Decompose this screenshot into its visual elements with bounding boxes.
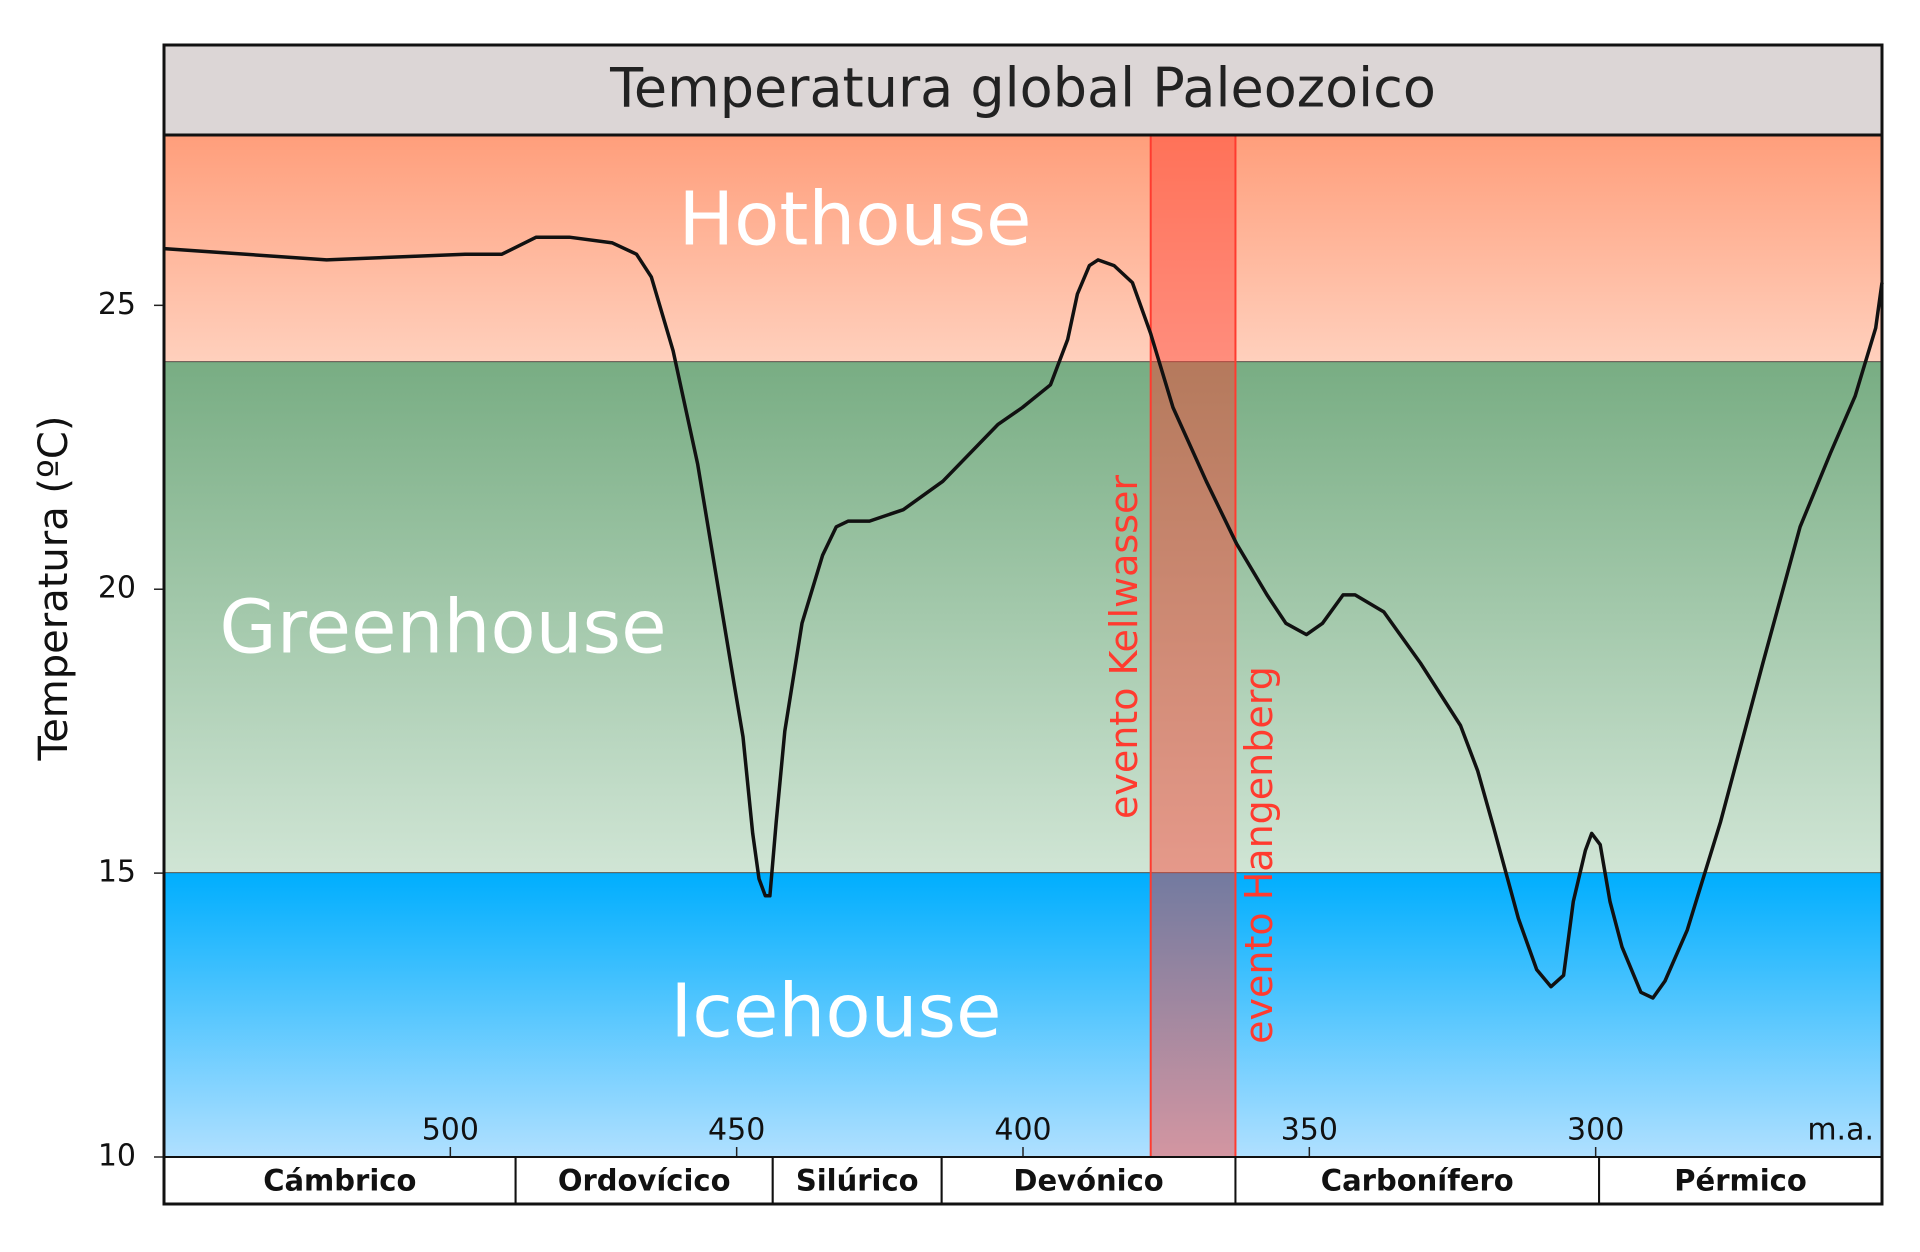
x-tick-label: 400 (994, 1113, 1051, 1148)
chart-title: Temperatura global Paleozoico (609, 57, 1436, 120)
period-label: Ordovícico (558, 1164, 731, 1198)
period-cell (514, 1156, 774, 1205)
band-label: Icehouse (670, 969, 1001, 1055)
climate-band (164, 873, 1882, 1157)
temperature-line (163, 235, 1884, 1000)
period-cell (1234, 1156, 1601, 1205)
x-tick-label: 300 (1567, 1113, 1624, 1148)
period-label: Devónico (1013, 1164, 1163, 1198)
x-tick-label: 500 (422, 1113, 479, 1148)
event-label: evento Kellwasser (1102, 475, 1146, 819)
event-band (1150, 135, 1236, 1157)
event-label: evento Hangenberg (1237, 666, 1281, 1044)
x-axis-label: m.a. (1807, 1113, 1874, 1148)
y-tick-label: 20 (98, 571, 136, 606)
period-label: Carbonífero (1321, 1164, 1514, 1198)
period-label: Cámbrico (263, 1164, 416, 1198)
y-axis-label: Temperatura (ºC) (31, 416, 77, 762)
band-label: Hothouse (678, 177, 1031, 263)
climate-band (164, 135, 1882, 363)
x-tick-label: 450 (708, 1113, 765, 1148)
period-label: Pérmico (1674, 1164, 1807, 1198)
period-cell (1598, 1156, 1883, 1205)
plot-frame (162, 43, 1884, 1206)
y-tick-label: 25 (98, 287, 136, 322)
period-cell (163, 1156, 517, 1205)
period-label: Silúrico (796, 1164, 919, 1198)
period-cell (771, 1156, 943, 1205)
band-label: Greenhouse (219, 585, 666, 671)
y-tick-label: 15 (98, 855, 136, 890)
x-tick-label: 350 (1281, 1113, 1338, 1148)
y-tick-label: 10 (98, 1139, 136, 1174)
climate-band (164, 362, 1882, 874)
